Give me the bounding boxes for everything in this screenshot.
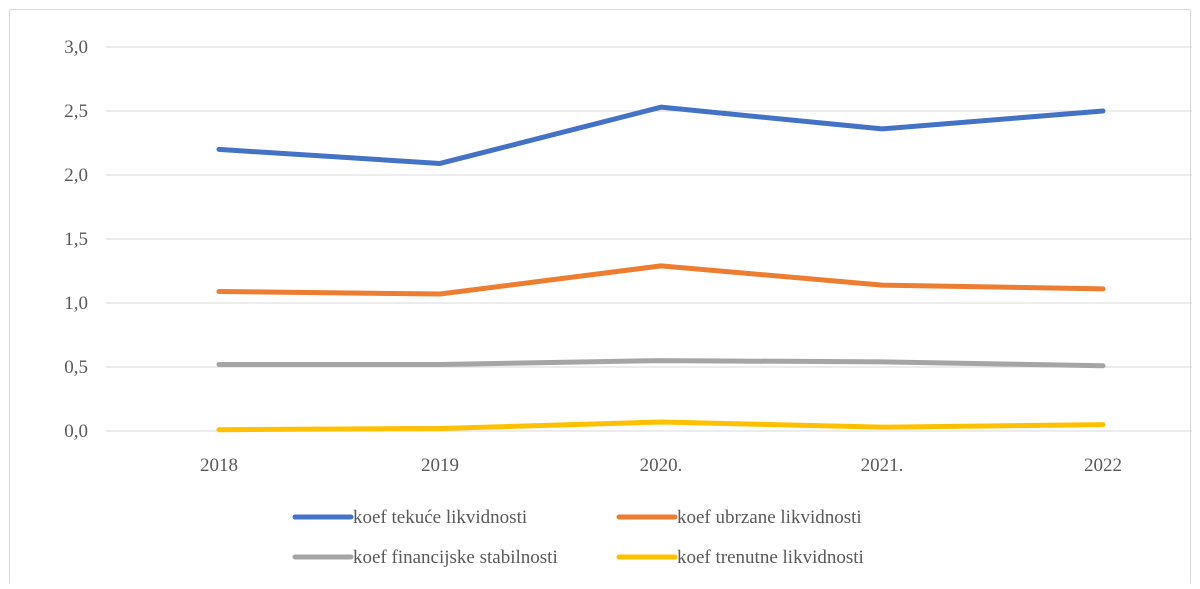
line-chart: 0,0 0,5 1,0 1,5 2,0 2,5 3,0 2018 2019 2020. 2021.… xyxy=(10,10,1192,584)
x-tick-label: 2021. xyxy=(861,455,904,476)
legend-label: koef ubrzane likvidnosti xyxy=(677,507,862,528)
x-tick-label: 2019 xyxy=(421,455,459,476)
legend-item: koef ubrzane likvidnosti xyxy=(619,507,862,528)
series-line-3 xyxy=(219,361,1103,366)
x-tick-label: 2022 xyxy=(1084,455,1122,476)
y-tick-label: 3,0 xyxy=(64,37,88,58)
legend-label: koef financijske stabilnosti xyxy=(353,547,558,568)
y-tick-label: 1,5 xyxy=(64,229,88,250)
x-tick-label: 2018 xyxy=(200,455,238,476)
series-lines xyxy=(219,107,1103,430)
x-axis-tick-labels: 2018 2019 2020. 2021. 2022 xyxy=(200,455,1122,476)
chart-frame: 0,0 0,5 1,0 1,5 2,0 2,5 3,0 2018 2019 2020. 2021.… xyxy=(9,9,1191,583)
series-line-2 xyxy=(219,266,1103,294)
series-line-1 xyxy=(219,107,1103,163)
y-tick-label: 2,5 xyxy=(64,101,88,122)
y-tick-label: 0,5 xyxy=(64,357,88,378)
legend: koef tekuće likvidnosti koef ubrzane likv… xyxy=(295,507,864,568)
y-tick-label: 2,0 xyxy=(64,165,88,186)
legend-item: koef trenutne likvidnosti xyxy=(619,547,864,568)
legend-item: koef financijske stabilnosti xyxy=(295,547,558,568)
legend-label: koef trenutne likvidnosti xyxy=(677,547,864,568)
legend-label: koef tekuće likvidnosti xyxy=(353,507,527,528)
series-line-4 xyxy=(219,422,1103,430)
x-tick-label: 2020. xyxy=(640,455,683,476)
y-tick-label: 1,0 xyxy=(64,293,88,314)
gridlines xyxy=(106,47,1192,431)
y-axis-tick-labels: 0,0 0,5 1,0 1,5 2,0 2,5 3,0 xyxy=(64,37,88,442)
legend-item: koef tekuće likvidnosti xyxy=(295,507,527,528)
y-tick-label: 0,0 xyxy=(64,421,88,442)
